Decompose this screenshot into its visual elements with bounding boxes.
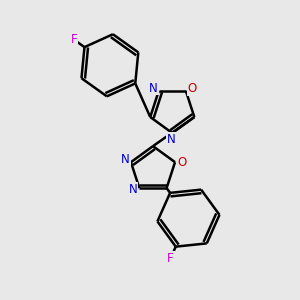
Text: N: N	[167, 133, 176, 146]
Text: F: F	[167, 251, 174, 265]
Text: F: F	[71, 33, 78, 46]
Text: N: N	[121, 153, 130, 166]
Text: N: N	[149, 82, 158, 94]
Text: O: O	[177, 156, 186, 169]
Text: O: O	[188, 82, 197, 95]
Text: N: N	[128, 183, 137, 196]
